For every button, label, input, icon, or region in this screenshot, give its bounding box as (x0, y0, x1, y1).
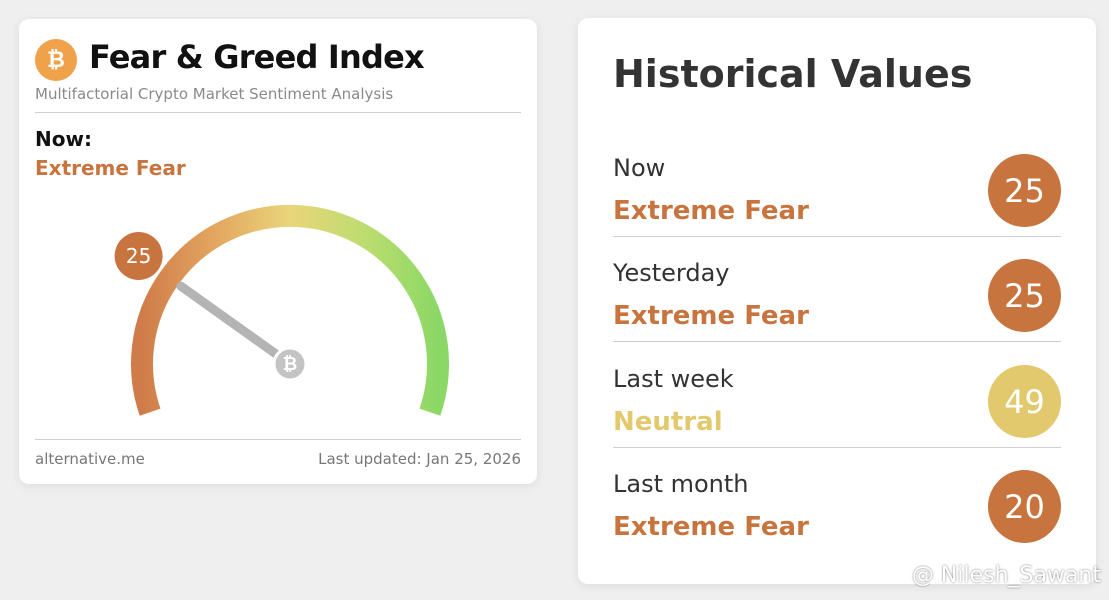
divider (35, 439, 521, 440)
divider (613, 236, 1061, 237)
classification: Extreme Fear (613, 196, 809, 226)
now-classification: Extreme Fear (35, 156, 186, 180)
classification: Neutral (613, 407, 723, 437)
card-title: Fear & Greed Index (89, 38, 425, 76)
gauge-arc (131, 204, 449, 416)
divider (613, 341, 1061, 342)
gauge-value-badge (114, 232, 163, 280)
classification: Extreme Fear (613, 301, 809, 331)
divider (613, 447, 1061, 448)
history-row: Last week Neutral 49 (613, 343, 1061, 447)
period-label: Last week (613, 365, 734, 393)
period-label: Now (613, 154, 666, 182)
now-label: Now: (35, 127, 92, 151)
classification: Extreme Fear (613, 512, 809, 542)
bitcoin-icon: ₿ (283, 354, 298, 375)
value-badge: 25 (988, 259, 1061, 332)
source-link[interactable]: alternative.me (35, 450, 145, 468)
watermark: @ Nilesh_Sawant (911, 563, 1101, 588)
gauge-value: 25 (126, 244, 151, 268)
card-title: Historical Values (613, 52, 973, 96)
sentiment-gauge: ₿ 25 (114, 204, 449, 416)
history-row: Last month Extreme Fear 20 (613, 448, 1061, 552)
divider (35, 112, 521, 113)
value-badge: 49 (988, 365, 1061, 438)
value-badge: 20 (988, 470, 1061, 543)
gauge-hub (272, 346, 308, 382)
bitcoin-icon: ₿ (35, 39, 77, 81)
period-label: Yesterday (613, 259, 730, 287)
period-label: Last month (613, 470, 749, 498)
gauge-needle (176, 281, 295, 369)
card-subtitle: Multifactorial Crypto Market Sentiment A… (35, 85, 394, 103)
history-row: Now Extreme Fear 25 (613, 132, 1061, 236)
value-badge: 25 (988, 154, 1061, 227)
history-row: Yesterday Extreme Fear 25 (613, 237, 1061, 341)
fear-greed-card: ₿ Fear & Greed Index Multifactorial Cryp… (19, 19, 537, 484)
historical-values-card: Historical Values Now Extreme Fear 25 Ye… (578, 18, 1096, 584)
last-updated: Last updated: Jan 25, 2026 (318, 450, 521, 468)
